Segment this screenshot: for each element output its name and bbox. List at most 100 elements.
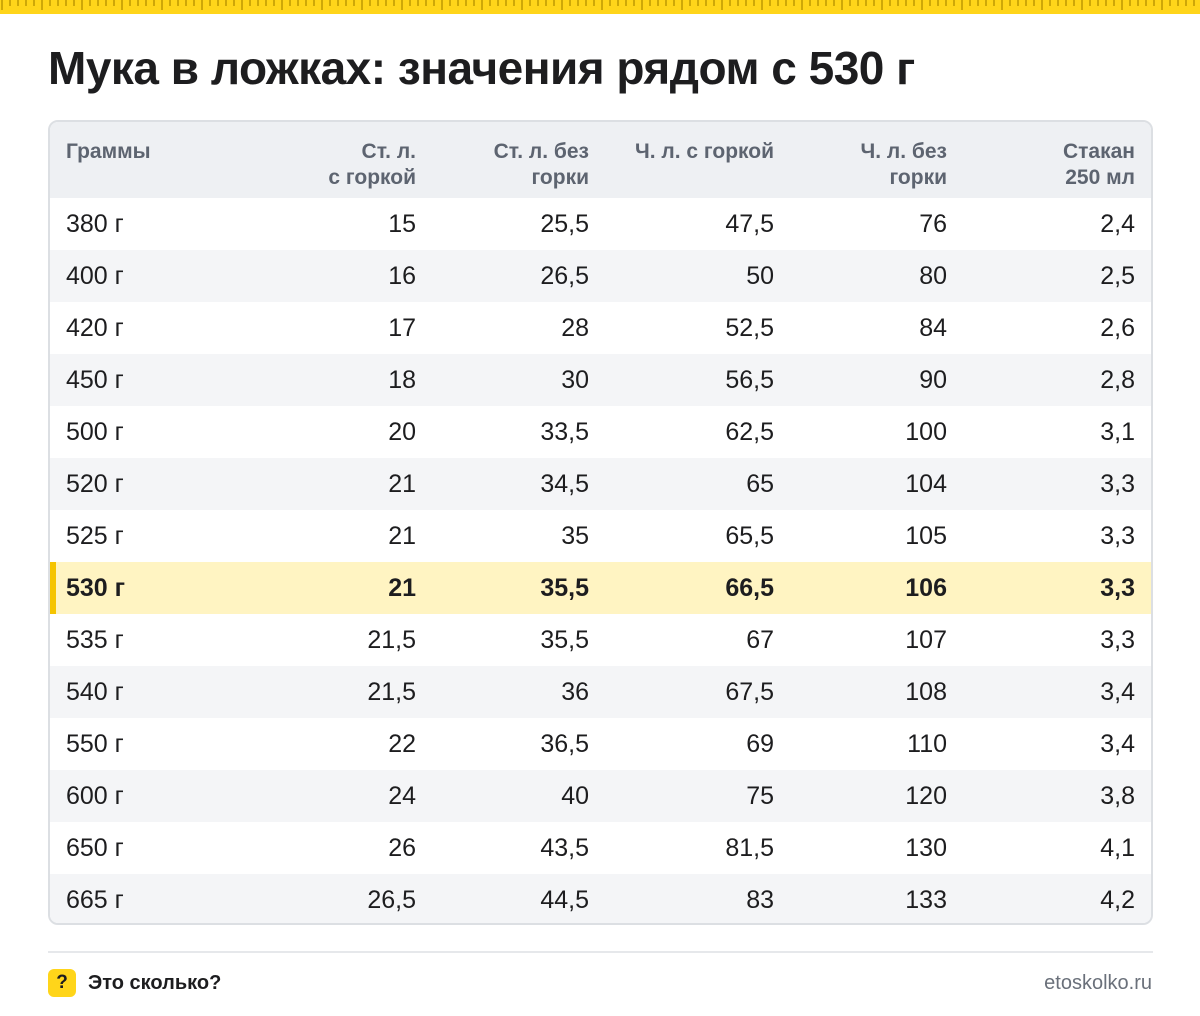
- table-header-row: Граммы Ст. л. с горкой Ст. л. без горки Ч. л.…: [50, 122, 1151, 198]
- value-cell: 17: [388, 313, 416, 342]
- grams-cell: 550 г: [66, 729, 124, 758]
- value-cell: 44,5: [540, 885, 589, 914]
- value-cell: 25,5: [540, 209, 589, 238]
- brand-name: Это сколько?: [88, 972, 222, 994]
- site-url[interactable]: etoskolko.ru: [1044, 972, 1152, 994]
- table-row: 520 г 21 34,5 65 104 3,3: [50, 458, 1151, 510]
- value-cell: 40: [561, 781, 589, 810]
- value-cell: 3,4: [1100, 729, 1135, 758]
- value-cell: 3,8: [1100, 781, 1135, 810]
- value-cell: 81,5: [725, 833, 774, 862]
- value-cell: 21: [388, 573, 416, 602]
- column-header-line: 250 мл: [1065, 166, 1135, 189]
- table-row: 400 г 16 26,5 50 80 2,5: [50, 250, 1151, 302]
- grams-cell: 600 г: [66, 781, 124, 810]
- value-cell: 18: [388, 365, 416, 394]
- column-header-line: с горкой: [328, 166, 416, 189]
- value-cell: 15: [388, 209, 416, 238]
- table-row: 540 г 21,5 36 67,5 108 3,4: [50, 666, 1151, 718]
- value-cell: 36: [561, 677, 589, 706]
- column-header-line: Граммы: [66, 140, 151, 163]
- value-cell: 110: [907, 729, 947, 758]
- value-cell: 56,5: [725, 365, 774, 394]
- grams-cell: 650 г: [66, 833, 124, 862]
- grams-cell: 420 г: [66, 313, 124, 342]
- value-cell: 50: [746, 261, 774, 290]
- table-row: 600 г 24 40 75 120 3,8: [50, 770, 1151, 822]
- value-cell: 66,5: [725, 573, 774, 602]
- value-cell: 33,5: [540, 417, 589, 446]
- value-cell: 28: [561, 313, 589, 342]
- conversion-table: Граммы Ст. л. с горкой Ст. л. без горки Ч. л.…: [50, 122, 1151, 923]
- column-header: Ч. л. с горкой: [589, 122, 774, 198]
- value-cell: 2,6: [1100, 313, 1135, 342]
- table-row: 525 г 21 35 65,5 105 3,3: [50, 510, 1151, 562]
- value-cell: 100: [905, 417, 947, 446]
- value-cell: 2,4: [1100, 209, 1135, 238]
- table-body: 380 г 15 25,5 47,5 76 2,4 400 г 16 26,5 50 80 2,5 42…: [50, 198, 1151, 923]
- value-cell: 76: [919, 209, 947, 238]
- value-cell: 4,2: [1100, 885, 1135, 914]
- value-cell: 67,5: [725, 677, 774, 706]
- value-cell: 133: [905, 885, 947, 914]
- grams-cell: 665 г: [66, 885, 124, 914]
- value-cell: 26: [388, 833, 416, 862]
- value-cell: 104: [905, 469, 947, 498]
- value-cell: 3,3: [1100, 573, 1135, 602]
- value-cell: 43,5: [540, 833, 589, 862]
- value-cell: 47,5: [725, 209, 774, 238]
- value-cell: 108: [905, 677, 947, 706]
- column-header-line: Ст. л.: [361, 140, 416, 163]
- value-cell: 52,5: [725, 313, 774, 342]
- value-cell: 83: [746, 885, 774, 914]
- value-cell: 62,5: [725, 417, 774, 446]
- ruler-strip: [0, 0, 1200, 14]
- value-cell: 3,1: [1100, 417, 1135, 446]
- table-row: 450 г 18 30 56,5 90 2,8: [50, 354, 1151, 406]
- value-cell: 3,3: [1100, 469, 1135, 498]
- conversion-table-card: Граммы Ст. л. с горкой Ст. л. без горки Ч. л.…: [48, 120, 1153, 925]
- grams-cell: 525 г: [66, 521, 124, 550]
- grams-cell: 520 г: [66, 469, 124, 498]
- value-cell: 34,5: [540, 469, 589, 498]
- page-title: Мука в ложках: значения рядом с 530 г: [48, 42, 915, 94]
- value-cell: 106: [905, 573, 947, 602]
- value-cell: 24: [388, 781, 416, 810]
- value-cell: 3,3: [1100, 625, 1135, 654]
- column-header: Ст. л. с горкой: [263, 122, 416, 198]
- value-cell: 90: [919, 365, 947, 394]
- value-cell: 20: [388, 417, 416, 446]
- column-header: Стакан 250 мл: [947, 122, 1151, 198]
- table-row: 500 г 20 33,5 62,5 100 3,1: [50, 406, 1151, 458]
- column-header: Граммы: [50, 122, 263, 198]
- grams-cell: 400 г: [66, 261, 124, 290]
- column-header-line: Ч. л. без: [860, 140, 947, 163]
- value-cell: 130: [905, 833, 947, 862]
- value-cell: 21,5: [367, 677, 416, 706]
- grams-cell: 450 г: [66, 365, 124, 394]
- value-cell: 65: [746, 469, 774, 498]
- value-cell: 3,3: [1100, 521, 1135, 550]
- value-cell: 35: [561, 521, 589, 550]
- value-cell: 2,5: [1100, 261, 1135, 290]
- value-cell: 21: [388, 521, 416, 550]
- value-cell: 30: [561, 365, 589, 394]
- column-header-line: Ст. л. без: [493, 140, 589, 163]
- value-cell: 26,5: [367, 885, 416, 914]
- value-cell: 67: [746, 625, 774, 654]
- value-cell: 16: [388, 261, 416, 290]
- value-cell: 105: [905, 521, 947, 550]
- grams-cell: 540 г: [66, 677, 124, 706]
- table-row-highlighted: 530 г 21 35,5 66,5 106 3,3: [50, 562, 1151, 614]
- column-header: Ст. л. без горки: [416, 122, 589, 198]
- brand-question-icon: ?: [48, 969, 76, 997]
- grams-cell: 530 г: [50, 562, 263, 614]
- value-cell: 65,5: [725, 521, 774, 550]
- table-row: 535 г 21,5 35,5 67 107 3,3: [50, 614, 1151, 666]
- column-header: Ч. л. без горки: [774, 122, 947, 198]
- table-row: 650 г 26 43,5 81,5 130 4,1: [50, 822, 1151, 874]
- value-cell: 69: [746, 729, 774, 758]
- column-header-line: Ч. л. с горкой: [634, 140, 774, 163]
- value-cell: 21,5: [367, 625, 416, 654]
- grams-cell: 380 г: [66, 209, 124, 238]
